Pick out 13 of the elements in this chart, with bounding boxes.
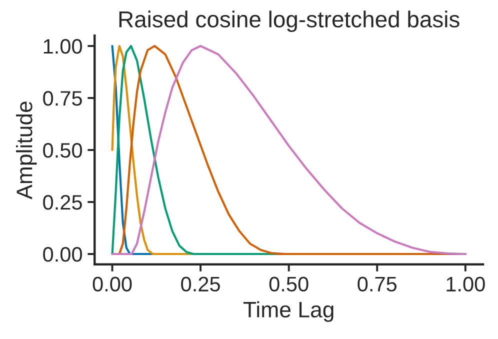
chart-title: Raised cosine log-stretched basis <box>119 10 460 32</box>
x-tick-label: 0.75 <box>358 276 397 292</box>
y-tick-label: 1.00 <box>44 38 82 54</box>
y-tick-label: 0.50 <box>43 143 82 158</box>
y-tick-label: 0.75 <box>43 91 82 106</box>
y-tick-label: 0.00 <box>43 247 82 262</box>
x-tick-label: 1.00 <box>446 276 485 292</box>
y-tick-label: 0.25 <box>43 195 82 210</box>
x-tick-label: 0.25 <box>181 276 220 292</box>
x-tick-label: 0.00 <box>92 276 132 292</box>
x-tick-label: 0.50 <box>269 276 308 292</box>
x-axis-title: Time Lag <box>243 301 334 322</box>
y-axis-title: Amplitude <box>16 102 37 200</box>
